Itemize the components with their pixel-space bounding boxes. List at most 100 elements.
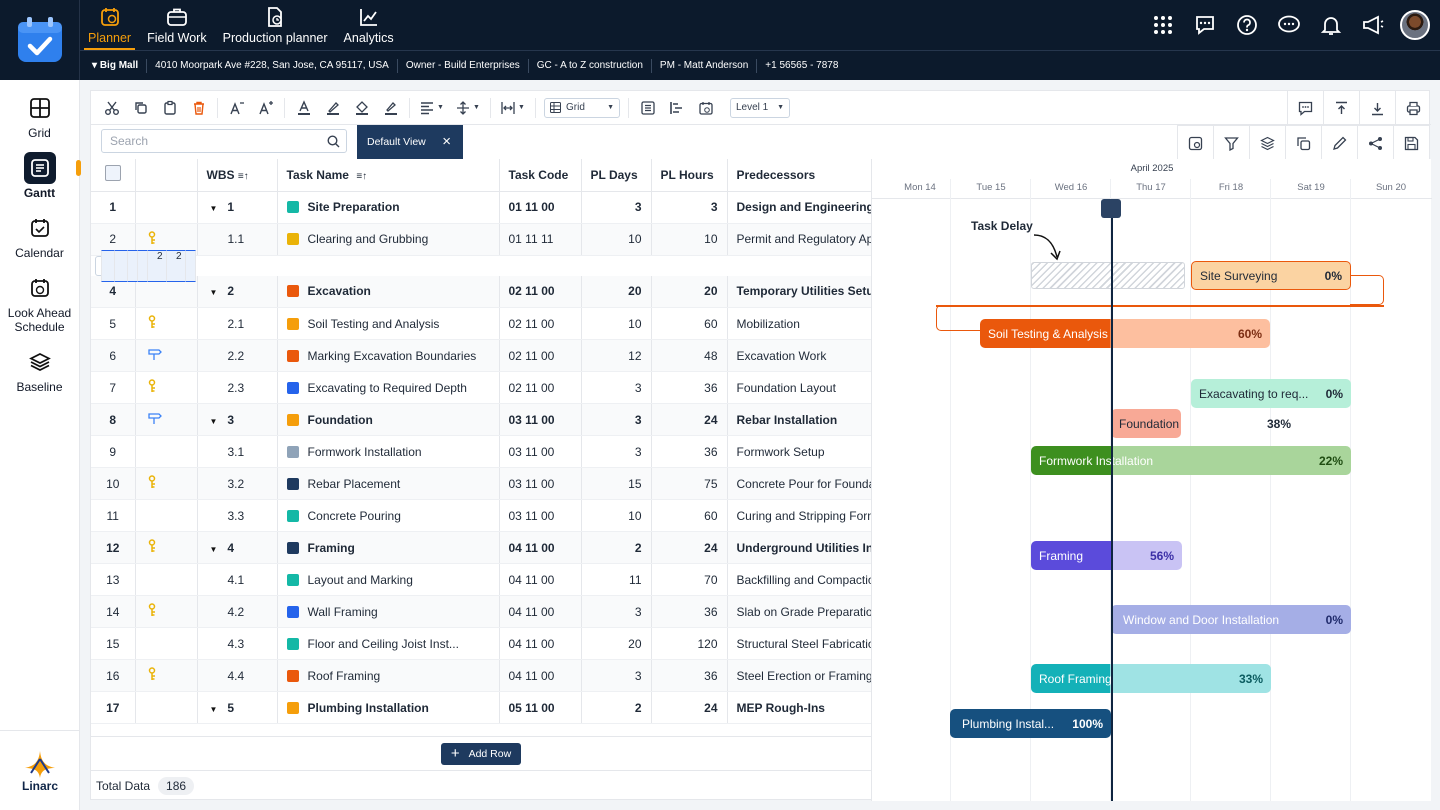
gantt-view-icon[interactable] [662,94,691,122]
task-name-cell[interactable]: Site Preparation [277,191,500,224]
hours-column-header[interactable]: PL Hours [651,159,728,192]
task-name-cell[interactable]: Formwork Installation [277,435,500,468]
project-selector[interactable]: ▾ Big Mall [80,58,148,73]
pl-hours-cell[interactable]: 120 [651,627,728,660]
filter-icon[interactable] [1213,126,1249,160]
sidebar-item-baseline[interactable]: Baseline [0,346,79,394]
wbs-column-header[interactable]: WBS ≡↑ [197,159,278,192]
pl-hours-cell[interactable]: 10 [651,223,728,256]
sidebar-item-calendar[interactable]: Calendar [0,212,79,260]
pl-hours-cell[interactable]: 3 [651,191,728,224]
sidebar-item-gantt[interactable]: Gantt [0,152,79,200]
pl-days-cell[interactable]: 3 [581,403,652,436]
align-dropdown[interactable]: ▼ [414,94,450,122]
sidebar-collapse-tab[interactable] [76,160,81,176]
list-view-icon[interactable] [633,94,662,122]
task-column-header[interactable]: Task Name ≡↑ [277,159,500,192]
print-icon[interactable] [1395,91,1431,125]
delete-icon[interactable] [184,94,213,122]
table-row[interactable]: 12 ▼ 4 Framing 04 11 00 2 24 Underground Utilit… [91,531,871,564]
pl-days-cell[interactable]: 2 [581,691,652,724]
predecessor-cell[interactable]: Mobilization [727,307,871,340]
highlight-icon[interactable] [318,94,347,122]
pl-days-cell[interactable]: 3 [581,659,652,692]
today-marker[interactable] [1101,199,1121,218]
text-color-icon[interactable] [289,94,318,122]
pl-hours-cell[interactable]: 48 [651,339,728,372]
predecessor-cell[interactable]: Foundation Layout [727,371,871,404]
table-row[interactable]: 5 2.1 Soil Testing and Analysis 02 11 00 10 6… [91,307,871,340]
gantt-bar[interactable]: Formwork Installation 22% [1031,446,1351,475]
task-name-cell[interactable]: Excavation [277,275,500,308]
select-all-checkbox[interactable] [104,165,121,182]
task-code-cell[interactable]: 05 11 00 [499,691,582,724]
predecessor-cell[interactable]: Excavation Work [727,339,871,372]
view-type-select[interactable]: Grid ▼ [544,97,620,118]
gantt-bar[interactable]: Site Surveying 0% [1191,261,1351,290]
pl-days-cell[interactable]: 10 [581,223,652,256]
table-row[interactable]: 1 ▼ 1 Site Preparation 01 11 00 3 3 Design and … [91,191,871,224]
pl-days-cell[interactable]: 10 [581,307,652,340]
pl-days-cell[interactable]: 10 [581,499,652,532]
app-logo[interactable] [0,0,80,80]
predecessor-cell[interactable]: MEP Rough-Ins [727,691,871,724]
pl-days-cell[interactable]: 3 [581,595,652,628]
apps-grid-icon[interactable] [1142,8,1184,42]
days-column-header[interactable]: PL Days [581,159,652,192]
task-code-cell[interactable]: 04 11 00 [499,563,582,596]
upload-icon[interactable] [1323,91,1359,125]
gantt-bar[interactable]: Exacavating to req... 0% [1191,379,1351,408]
row-height-dropdown[interactable]: ▼ [450,94,486,122]
task-code-cell[interactable]: 03 11 00 [499,435,582,468]
pl-hours-cell[interactable]: 36 [651,371,728,404]
pl-days-cell[interactable]: 2 [581,531,652,564]
pl-hours-cell[interactable]: 36 [651,595,728,628]
megaphone-icon[interactable] [1352,8,1394,42]
task-name-cell[interactable]: Soil Testing and Analysis [277,307,500,340]
task-name-cell[interactable]: Framing [277,531,500,564]
user-avatar[interactable] [1400,10,1430,40]
border-color-icon[interactable] [376,94,405,122]
task-code-cell[interactable]: 01 11 11 [499,223,582,256]
task-code-cell[interactable]: 04 11 00 [499,627,582,660]
task-code-cell[interactable]: 02 11 00 [499,307,582,340]
chat-icon[interactable] [1184,8,1226,42]
pl-days-cell[interactable]: 3 [581,191,652,224]
nav-field-work[interactable]: Field Work [143,0,211,50]
predecessor-cell[interactable]: Temporary Utilities Setup [727,275,871,308]
task-name-cell[interactable]: Layout and Marking [277,563,500,596]
task-code-cell[interactable]: 04 11 00 [499,659,582,692]
comment-icon[interactable] [1287,91,1323,125]
gantt-bar[interactable]: Framing 56% [1031,541,1182,570]
collapse-toggle-icon[interactable]: ▼ [209,704,218,714]
collapse-toggle-icon[interactable]: ▼ [209,416,218,426]
task-name-cell[interactable]: Marking Excavation Boundaries [277,339,500,372]
table-row[interactable]: 17 ▼ 5 Plumbing Installation 05 11 00 2 24 MEP … [91,691,871,724]
pl-hours-cell[interactable]: 75 [651,467,728,500]
pl-days-cell[interactable]: 3 [581,435,652,468]
pl-days-cell[interactable]: 12 [581,339,652,372]
level-select[interactable]: Level 1 ▼ [730,97,790,118]
save-icon[interactable] [1393,126,1429,160]
nav-planner[interactable]: Planner [84,0,136,50]
sidebar-item-look-ahead[interactable]: Look Ahead Schedule [0,272,79,334]
duplicate-icon[interactable] [1285,126,1321,160]
gantt-bar[interactable]: Plumbing Instal... 100% [950,709,1111,738]
column-width-dropdown[interactable]: ▼ [495,94,531,122]
download-icon[interactable] [1359,91,1395,125]
sort-icon[interactable]: ≡↑ [356,170,368,182]
task-name-cell[interactable]: Floor and Ceiling Joist Inst... [277,627,500,660]
table-row[interactable]: 15 4.3 Floor and Ceiling Joist Inst... 04 1… [91,627,871,660]
task-name-cell[interactable]: Roof Framing [277,659,500,692]
view-tab[interactable]: Default View × [357,125,463,159]
search-input[interactable]: Search [101,129,347,153]
sort-icon[interactable]: ≡↑ [237,170,249,182]
table-row[interactable]: 9 3.1 Formwork Installation 03 11 00 3 36 Form… [91,435,871,468]
task-code-cell[interactable]: 04 11 00 [499,531,582,564]
settings-check-icon[interactable] [1177,126,1213,160]
task-name-cell[interactable]: Excavating to Required Depth [277,371,500,404]
collapse-toggle-icon[interactable]: ▼ [209,204,218,213]
font-size-decrease-icon[interactable] [222,94,251,122]
pl-hours-cell[interactable]: 2 [167,249,186,282]
gantt-bar[interactable]: Roof Framing 33% [1031,664,1271,693]
